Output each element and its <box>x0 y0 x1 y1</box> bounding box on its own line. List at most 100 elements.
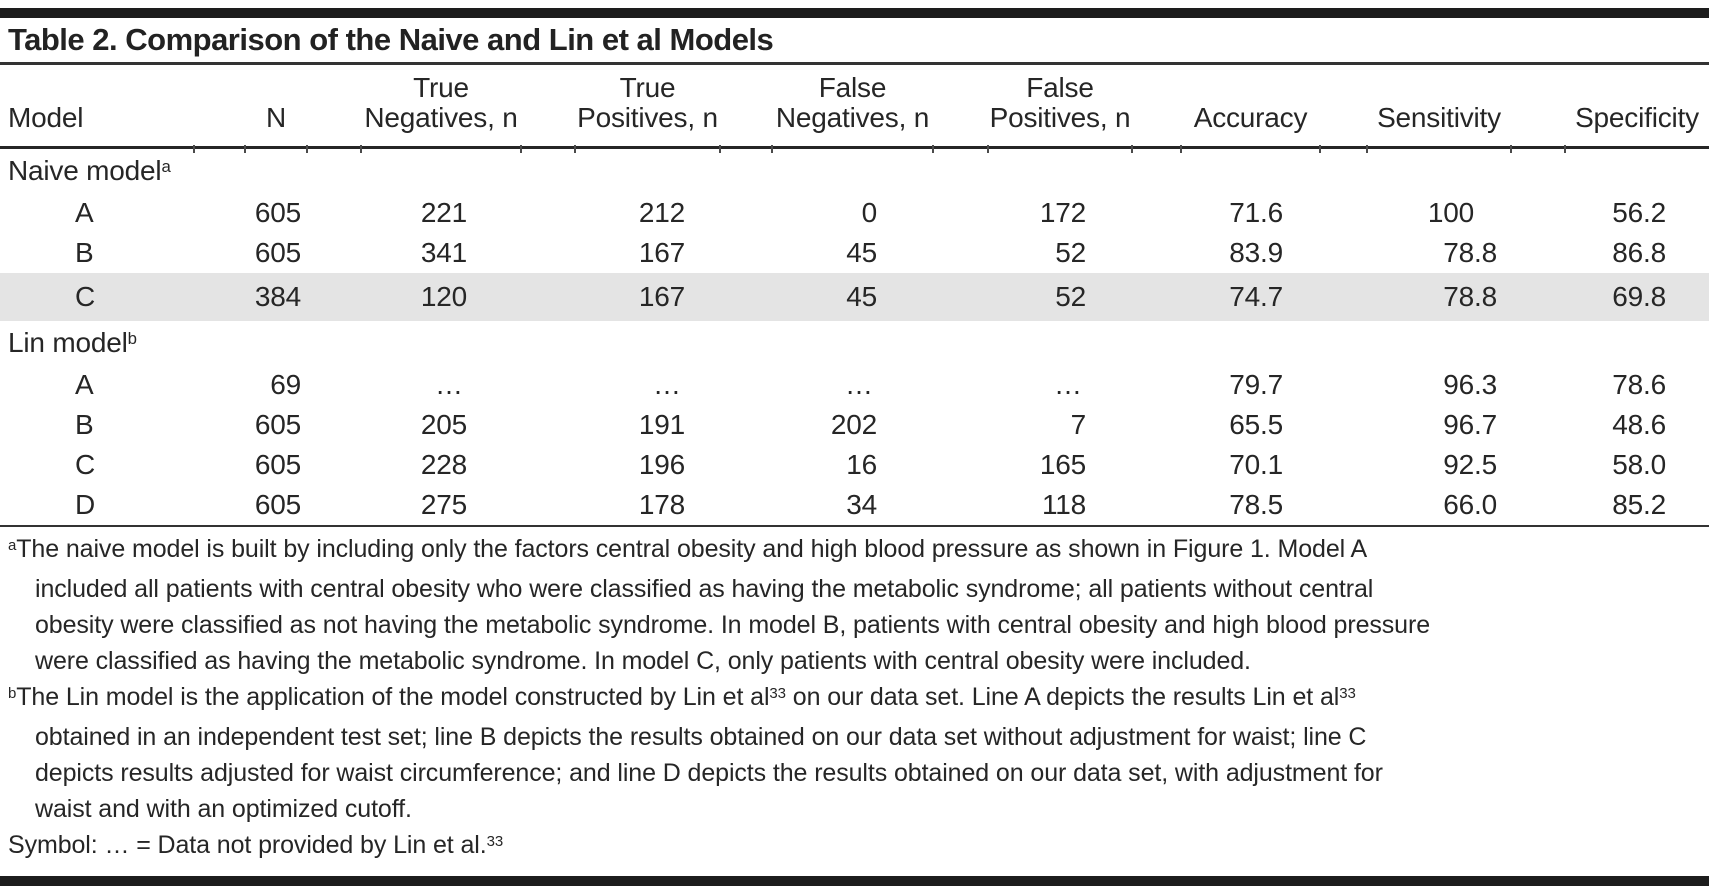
column-header-text: False <box>1026 72 1094 103</box>
row-model-label: B <box>75 409 94 440</box>
section-row: Naive modela <box>0 148 1709 194</box>
column-header-sensitivity: Sensitivity <box>1320 65 1511 149</box>
footnote-marker: 33 <box>1339 684 1356 702</box>
column-header-text: Accuracy <box>1193 102 1308 133</box>
table-cell: 74.7 <box>1132 273 1320 321</box>
footnote-line: Symbol: … = Data not provided by Lin et … <box>8 827 1709 867</box>
table-cell: 52 <box>933 233 1132 273</box>
cell-value: 86.8 <box>1612 237 1666 268</box>
row-model-label: C <box>75 281 96 312</box>
table-cell: 66.0 <box>1320 485 1511 525</box>
cell-value: 202 <box>830 409 877 440</box>
row-model-label: D <box>75 489 96 520</box>
table-cell: 69 <box>245 365 307 405</box>
table-row: D 605 275 178 34 118 78.5 66.0 85.2 <box>0 485 1709 525</box>
cell-value: 96.3 <box>1443 369 1497 400</box>
column-header-specificity: Specificity <box>1511 65 1709 149</box>
table-cell: 0 <box>720 193 933 233</box>
cell-value: … <box>435 369 467 400</box>
table-cell: … <box>521 365 720 405</box>
cell-value: 48.6 <box>1612 409 1666 440</box>
footnote-text: waist and with an optimized cutoff. <box>35 795 412 823</box>
table-row: B 605 205 191 202 7 65.5 96.7 48.6 <box>0 405 1709 445</box>
cell-value: 165 <box>1039 449 1086 480</box>
footnote-marker: 33 <box>486 832 504 850</box>
cell-value: 45 <box>846 281 877 312</box>
table-cell: … <box>307 365 521 405</box>
table-row: C 605 228 196 16 165 70.1 92.5 58.0 <box>0 445 1709 485</box>
cell-value: 7 <box>1070 409 1087 440</box>
table-cell: 384 <box>245 273 307 321</box>
table-cell: 69.8 <box>1511 273 1709 321</box>
column-header-model: Model <box>0 65 245 149</box>
table-cell: 78.5 <box>1132 485 1320 525</box>
footnote-line: depicts results adjusted for waist circu… <box>8 755 1709 791</box>
column-tick <box>1366 145 1368 153</box>
footnote-text: The Lin model is the application of the … <box>16 683 770 711</box>
column-header-text: False <box>818 72 887 103</box>
footnote-text: were classified as having the metabolic … <box>35 647 1251 675</box>
table-cell: 191 <box>521 405 720 445</box>
table-cell: 83.9 <box>1132 233 1320 273</box>
table-cell: 275 <box>307 485 521 525</box>
row-model-label: A <box>75 369 94 400</box>
table-cell: 196 <box>521 445 720 485</box>
cell-value: 69 <box>270 369 301 400</box>
footnotes: aThe naive model is built by including o… <box>0 531 1709 867</box>
column-tick <box>1131 145 1133 153</box>
table-cell: 202 <box>720 405 933 445</box>
table-header: Model N True Negatives, n True Positives, n Fa… <box>0 65 1709 149</box>
table-cell: 71.6 <box>1132 193 1320 233</box>
table-cell: 120 <box>307 273 521 321</box>
cell-value: 74.7 <box>1229 281 1283 312</box>
footnote-marker: b <box>8 684 17 702</box>
cell-value: 384 <box>254 281 301 312</box>
column-tick <box>1564 145 1566 153</box>
table-cell: 86.8 <box>1511 233 1709 273</box>
table-wrapper: Model N True Negatives, n True Positives, n Fa… <box>0 65 1709 525</box>
column-header-positives-n: False Positives, n <box>933 65 1132 149</box>
top-rule-bar <box>0 8 1709 18</box>
column-header-text: Positives, n <box>577 102 718 133</box>
footnote-line: included all patients with central obesi… <box>8 571 1709 607</box>
title-rule <box>0 62 1709 65</box>
cell-value: 120 <box>420 281 467 312</box>
footnote-line: obesity were classified as not having th… <box>8 607 1709 643</box>
cell-value: 78.6 <box>1612 369 1666 400</box>
table-cell: 45 <box>720 273 933 321</box>
table-cell: 7 <box>933 405 1132 445</box>
table-cell: 605 <box>245 233 307 273</box>
cell-value: 16 <box>846 449 877 480</box>
cell-value: 52 <box>1055 281 1086 312</box>
table-cell: 78.8 <box>1320 233 1511 273</box>
table-cell: 52 <box>933 273 1132 321</box>
table-cell: 78.6 <box>1511 365 1709 405</box>
cell-value: 196 <box>638 449 685 480</box>
column-header-text: Positives, n <box>989 102 1131 133</box>
cell-value: 605 <box>254 197 301 228</box>
table-cell: 79.7 <box>1132 365 1320 405</box>
column-header-text: Negatives, n <box>364 102 518 133</box>
section-row: Lin modelb <box>0 321 1709 365</box>
table-cell: 167 <box>521 233 720 273</box>
footnote-line: aThe naive model is built by including o… <box>8 531 1709 571</box>
cell-value: 118 <box>1041 489 1086 520</box>
footnote-text: obesity were classified as not having th… <box>35 611 1431 639</box>
footnote-text: included all patients with central obesi… <box>35 575 1374 603</box>
table-title: Table 2. Comparison of the Naive and Lin… <box>8 22 774 57</box>
footnote-marker: a <box>8 536 17 554</box>
table-cell: 172 <box>933 193 1132 233</box>
column-tick <box>193 145 195 153</box>
footnote-text: depicts results adjusted for waist circu… <box>35 759 1383 787</box>
table-cell: 48.6 <box>1511 405 1709 445</box>
column-header-accuracy: Accuracy <box>1132 65 1320 149</box>
footnote-line: waist and with an optimized cutoff. <box>8 791 1709 827</box>
cell-value: 83.9 <box>1229 237 1283 268</box>
column-tick <box>1319 145 1321 153</box>
column-header-text: True <box>413 72 469 103</box>
row-model-label: B <box>75 237 94 268</box>
section-label: Lin model <box>8 327 128 358</box>
row-model-label: C <box>75 449 96 480</box>
cell-value: 228 <box>420 449 467 480</box>
table-cell: 212 <box>521 193 720 233</box>
